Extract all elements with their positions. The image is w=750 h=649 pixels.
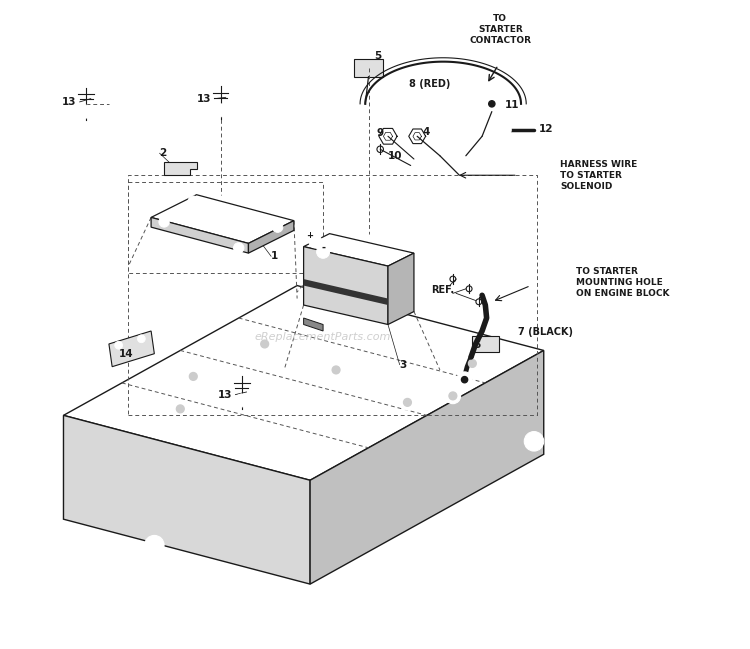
Polygon shape: [248, 221, 294, 253]
Text: eReplacementParts.com: eReplacementParts.com: [255, 332, 392, 343]
Circle shape: [332, 366, 340, 374]
Polygon shape: [64, 286, 544, 480]
Circle shape: [464, 356, 480, 371]
Circle shape: [145, 535, 164, 555]
Circle shape: [461, 376, 468, 383]
Polygon shape: [151, 217, 248, 253]
Circle shape: [449, 392, 457, 400]
Polygon shape: [304, 247, 388, 324]
Circle shape: [261, 340, 268, 348]
Circle shape: [309, 235, 322, 248]
Text: 2: 2: [160, 148, 166, 158]
Text: 7 (BLACK): 7 (BLACK): [518, 327, 573, 337]
Polygon shape: [164, 162, 196, 175]
Text: TO
STARTER
CONTACTOR: TO STARTER CONTACTOR: [470, 14, 531, 45]
Text: 13: 13: [217, 389, 232, 400]
Circle shape: [115, 341, 122, 349]
Text: 13: 13: [197, 93, 211, 104]
Circle shape: [236, 394, 248, 407]
Circle shape: [172, 401, 188, 417]
Circle shape: [190, 373, 197, 380]
Polygon shape: [304, 279, 388, 305]
Circle shape: [257, 336, 272, 352]
Text: 13: 13: [62, 97, 76, 107]
Polygon shape: [304, 318, 323, 331]
Circle shape: [328, 362, 344, 378]
Text: 1: 1: [272, 251, 278, 262]
Text: 4: 4: [422, 127, 430, 137]
Circle shape: [524, 432, 544, 451]
Polygon shape: [388, 253, 414, 324]
Circle shape: [489, 101, 495, 107]
Text: 12: 12: [538, 123, 553, 134]
Circle shape: [484, 96, 500, 112]
Text: -: -: [321, 243, 325, 253]
Polygon shape: [379, 129, 397, 144]
Polygon shape: [64, 415, 310, 584]
Circle shape: [185, 369, 201, 384]
Circle shape: [498, 123, 512, 136]
Circle shape: [159, 217, 170, 227]
Polygon shape: [151, 195, 294, 243]
Circle shape: [400, 395, 416, 410]
Circle shape: [469, 360, 476, 367]
FancyBboxPatch shape: [472, 336, 499, 352]
Circle shape: [80, 105, 93, 118]
Text: 6: 6: [473, 340, 480, 350]
Circle shape: [176, 405, 184, 413]
Text: REF.: REF.: [431, 285, 454, 295]
Text: TO STARTER
MOUNTING HOLE
ON ENGINE BLOCK: TO STARTER MOUNTING HOLE ON ENGINE BLOCK: [576, 267, 670, 298]
Circle shape: [445, 388, 460, 404]
Text: HARNESS WIRE
TO STARTER
SOLENOID: HARNESS WIRE TO STARTER SOLENOID: [560, 160, 638, 191]
Polygon shape: [304, 234, 414, 266]
Text: +: +: [307, 231, 314, 240]
Text: 14: 14: [118, 349, 134, 359]
Circle shape: [404, 398, 411, 406]
Circle shape: [233, 243, 244, 253]
Polygon shape: [109, 331, 154, 367]
Text: 3: 3: [400, 360, 407, 370]
Circle shape: [272, 222, 283, 232]
Text: 5: 5: [374, 51, 381, 62]
Polygon shape: [310, 350, 544, 584]
Text: 8 (RED): 8 (RED): [410, 79, 451, 90]
Text: 10: 10: [388, 151, 403, 161]
Text: 9: 9: [376, 128, 383, 138]
Circle shape: [188, 196, 199, 206]
Polygon shape: [409, 129, 425, 143]
Text: 11: 11: [505, 100, 519, 110]
Circle shape: [316, 245, 329, 258]
Circle shape: [214, 104, 227, 117]
Circle shape: [457, 372, 472, 387]
FancyBboxPatch shape: [354, 59, 383, 77]
Circle shape: [137, 335, 146, 343]
